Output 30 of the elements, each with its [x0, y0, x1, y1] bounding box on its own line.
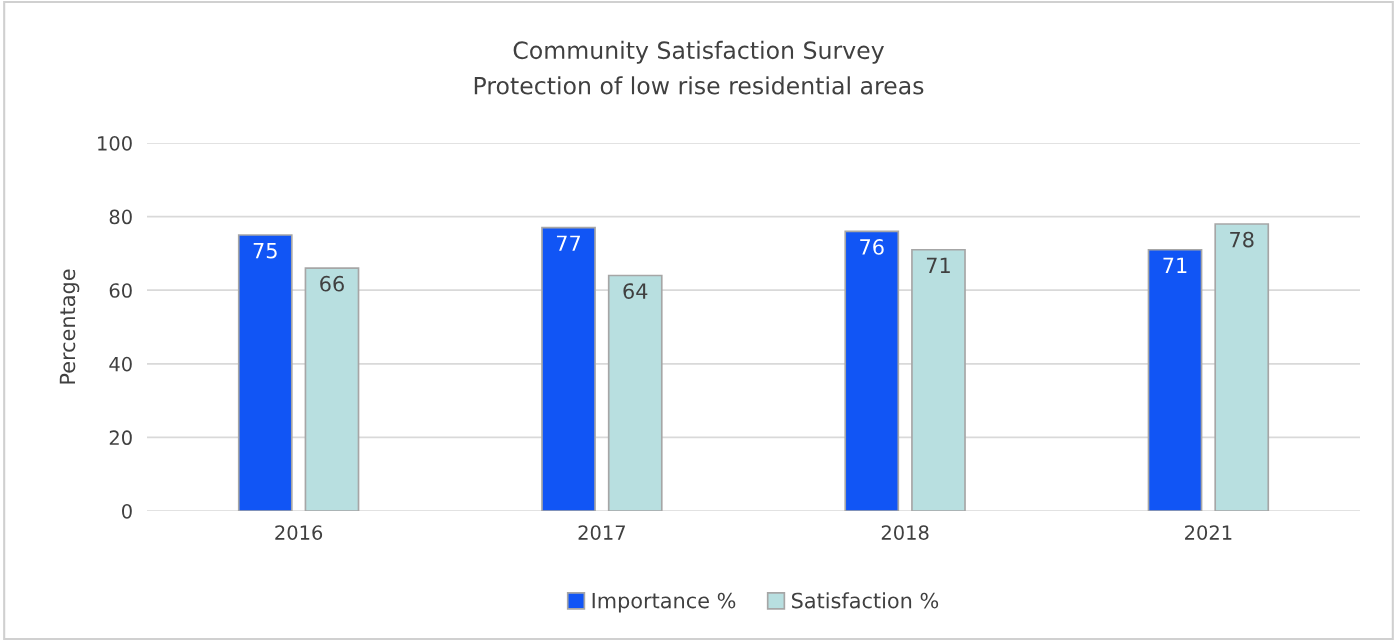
- y-tick-label: 60: [109, 283, 132, 298]
- legend-label: Importance %: [592, 592, 736, 613]
- y-tick-label: 100: [98, 135, 132, 151]
- x-tick-label: 2018: [881, 525, 929, 540]
- data-label: 71: [926, 257, 950, 273]
- bar: [304, 267, 360, 511]
- chart-title: Community Satisfaction Survey Protection of low rise residential areas: [474, 40, 924, 95]
- bar: [237, 234, 293, 511]
- bar: [1147, 248, 1203, 511]
- y-tick-label: 20: [109, 430, 132, 446]
- x-tick-label: 2016: [275, 525, 323, 540]
- bar: [844, 230, 900, 511]
- data-label: 71: [1163, 257, 1187, 273]
- bar: [1214, 223, 1270, 511]
- x-tick-label: 2017: [578, 525, 625, 540]
- data-label: 77: [556, 235, 580, 251]
- data-label: 66: [320, 275, 344, 292]
- y-tick-label: 40: [109, 356, 132, 372]
- y-tick-label: 0: [122, 503, 132, 519]
- data-label: 75: [253, 243, 277, 259]
- bar: [911, 248, 966, 511]
- data-label: 76: [860, 239, 884, 255]
- data-label: 78: [1230, 231, 1254, 248]
- x-tick-label: 2021: [1185, 525, 1232, 540]
- bar: [541, 226, 596, 511]
- data-label: 64: [623, 283, 648, 299]
- bar: [607, 274, 663, 511]
- y-axis-title: Percentage: [59, 269, 80, 384]
- legend-label: Satisfaction %: [791, 592, 939, 609]
- y-tick-label: 80: [109, 209, 132, 225]
